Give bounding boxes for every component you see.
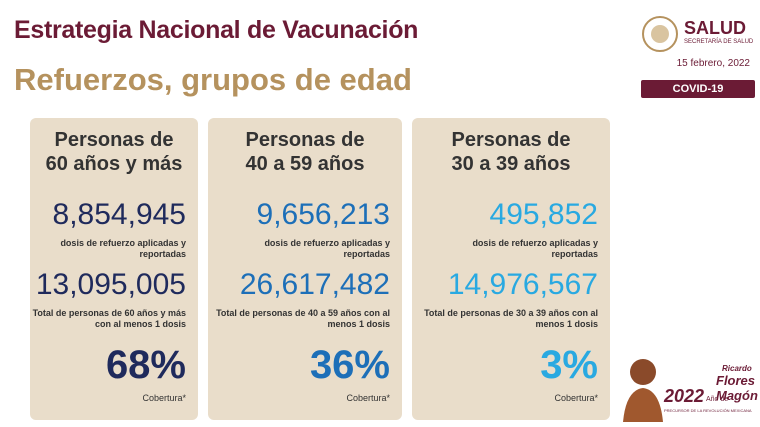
portrait [623, 359, 663, 422]
total-label: Total de personas de 60 años y más con a… [32, 308, 186, 329]
card-title-line: Personas de [54, 129, 174, 151]
footer-tagline: PRECURSOR DE LA REVOLUCIÓN MEXICANA [664, 408, 752, 413]
logo-name: SALUD [684, 18, 746, 38]
boosters: 9,656,213 [256, 198, 390, 231]
boosters-label: dosis de refuerzo aplicadas y reportadas [60, 238, 186, 259]
coverage: 36% [309, 343, 390, 387]
footer-name: Magón [716, 388, 758, 403]
title: Estrategia Nacional de Vacunación [14, 16, 419, 44]
card: Personas de 30 a 39 años 495,852 dosis de… [412, 118, 610, 420]
boosters: 495,852 [489, 198, 598, 231]
coverage-label: Cobertura* [142, 393, 186, 403]
card-title-line: 60 años y más [45, 153, 183, 175]
footer-name: Ricardo [722, 364, 752, 373]
card-title: Personas de 40 a 59 años [208, 128, 402, 176]
badge: COVID-19 [641, 80, 755, 98]
subtitle: Refuerzos, grupos de edad [14, 62, 412, 97]
emblem [642, 16, 678, 52]
footer-name: Flores [716, 373, 756, 388]
card: Personas de 60 años y más 8,854,945 dosis… [30, 118, 198, 420]
total: 26,617,482 [239, 268, 390, 301]
card-title: Personas de 60 años y más [30, 128, 198, 176]
card-title-line: Personas de [451, 129, 571, 151]
boosters: 8,854,945 [52, 198, 186, 231]
card-title-line: 30 a 39 años [451, 153, 571, 175]
card-title-line: Personas de [245, 129, 365, 151]
footer-year: 2022 [664, 386, 705, 406]
coverage-label: Cobertura* [346, 393, 390, 403]
card-title: Personas de 30 a 39 años [412, 128, 610, 176]
total: 14,976,567 [447, 268, 598, 301]
date: 15 febrero, 2022 [676, 58, 750, 69]
total-label: Total de personas de 30 a 39 años con al… [424, 308, 598, 329]
card: Personas de 40 a 59 años 9,656,213 dosis … [208, 118, 402, 420]
coverage: 68% [105, 343, 186, 387]
coverage: 3% [540, 343, 598, 387]
logo-subname: SECRETARÍA DE SALUD [684, 39, 754, 45]
total: 13,095,005 [35, 268, 186, 301]
total-label: Total de personas de 40 a 59 años con al… [216, 308, 390, 329]
footer-year-text: Año de [706, 396, 729, 403]
boosters-label: dosis de refuerzo aplicadas y reportadas [472, 238, 598, 259]
coverage-label: Cobertura* [554, 393, 598, 403]
boosters-label: dosis de refuerzo aplicadas y reportadas [264, 238, 390, 259]
card-title-line: 40 a 59 años [245, 153, 365, 175]
